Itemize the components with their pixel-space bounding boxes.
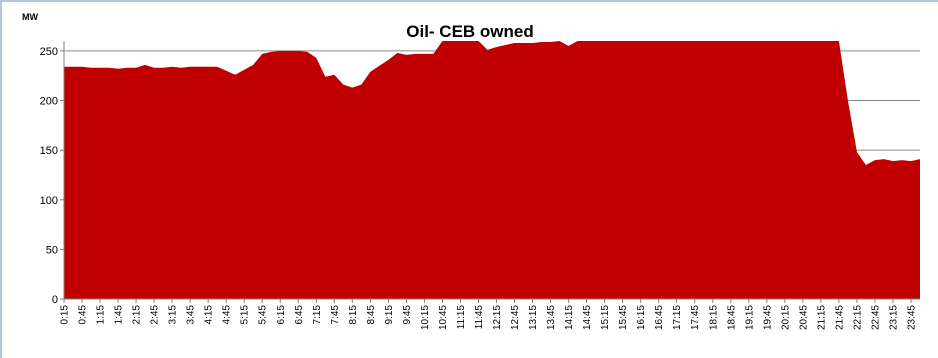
- x-tick-label: 1:45: [114, 305, 125, 325]
- x-tick-label: 19:15: [744, 305, 755, 330]
- x-tick-label: 22:15: [852, 305, 863, 330]
- x-tick-label: 14:45: [582, 305, 593, 330]
- x-tick-label: 14:15: [564, 305, 575, 330]
- x-tick-label: 13:15: [528, 305, 539, 330]
- x-tick-label: 4:45: [222, 305, 233, 325]
- x-tick-label: 20:45: [798, 305, 809, 330]
- axes: [60, 41, 920, 303]
- x-tick-label: 19:45: [762, 305, 773, 330]
- x-tick-label: 9:45: [402, 305, 413, 325]
- y-tick-label: 100: [40, 195, 58, 207]
- x-tick-label: 21:15: [816, 305, 827, 330]
- x-tick-label: 3:15: [168, 305, 179, 325]
- y-tick-label: 250: [40, 46, 58, 58]
- x-tick-label: 0:15: [60, 305, 71, 325]
- x-tick-label: 12:15: [492, 305, 503, 330]
- x-tick-label: 11:15: [456, 305, 467, 330]
- x-tick-label: 17:45: [690, 305, 701, 330]
- x-tick-label: 18:15: [708, 305, 719, 330]
- x-tick-label: 16:15: [636, 305, 647, 330]
- x-tick-label: 5:15: [240, 305, 251, 325]
- x-tick-label: 15:45: [618, 305, 629, 330]
- series-area-fill: [64, 41, 920, 299]
- x-tick-label: 6:15: [276, 305, 287, 325]
- x-tick-label: 0:45: [78, 305, 89, 325]
- x-tick-label: 11:45: [474, 305, 485, 330]
- x-tick-labels: 0:15 0:45 1:15 1:45 2:15 2:45 3:15 3:45 4:15 4:45…: [60, 305, 918, 330]
- y-tick-label: 200: [40, 96, 58, 108]
- chart-title: Oil- CEB owned: [406, 22, 534, 41]
- x-tick-label: 7:45: [330, 305, 341, 325]
- x-tick-label: 4:15: [204, 305, 215, 325]
- y-tick-label: 150: [40, 145, 58, 157]
- x-tick-label: 1:15: [96, 305, 107, 325]
- x-tick-label: 12:45: [510, 305, 521, 330]
- x-tick-label: 17:15: [672, 305, 683, 330]
- x-tick-label: 13:45: [546, 305, 557, 330]
- x-tick-label: 5:45: [258, 305, 269, 325]
- x-tick-label: 2:45: [150, 305, 161, 325]
- x-tick-label: 10:45: [438, 305, 449, 330]
- x-tick-label: 16:45: [654, 305, 665, 330]
- x-tick-label: 15:15: [600, 305, 611, 330]
- x-tick-label: 21:45: [834, 305, 845, 330]
- x-tick-label: 20:15: [780, 305, 791, 330]
- x-tick-label: 18:45: [726, 305, 737, 330]
- x-tick-label: 6:45: [294, 305, 305, 325]
- x-tick-label: 8:45: [366, 305, 377, 325]
- x-tick-label: 23:15: [888, 305, 899, 330]
- x-tick-label: 7:15: [312, 305, 323, 325]
- y-tick-label: 0: [52, 294, 58, 306]
- x-tick-label: 10:15: [420, 305, 431, 330]
- x-tick-label: 3:45: [186, 305, 197, 325]
- x-tick-label: 8:15: [348, 305, 359, 325]
- x-tick-label: 9:15: [384, 305, 395, 325]
- x-tick-label: 23:45: [906, 305, 917, 330]
- series-area: [64, 41, 920, 299]
- y-tick-label: 50: [46, 244, 58, 256]
- x-tick-label: 2:15: [132, 305, 143, 325]
- x-tick-label: 22:45: [870, 305, 881, 330]
- y-tick-labels: 0 50 100 150 200 250: [40, 46, 58, 306]
- y-axis-unit-label: MW: [22, 12, 38, 22]
